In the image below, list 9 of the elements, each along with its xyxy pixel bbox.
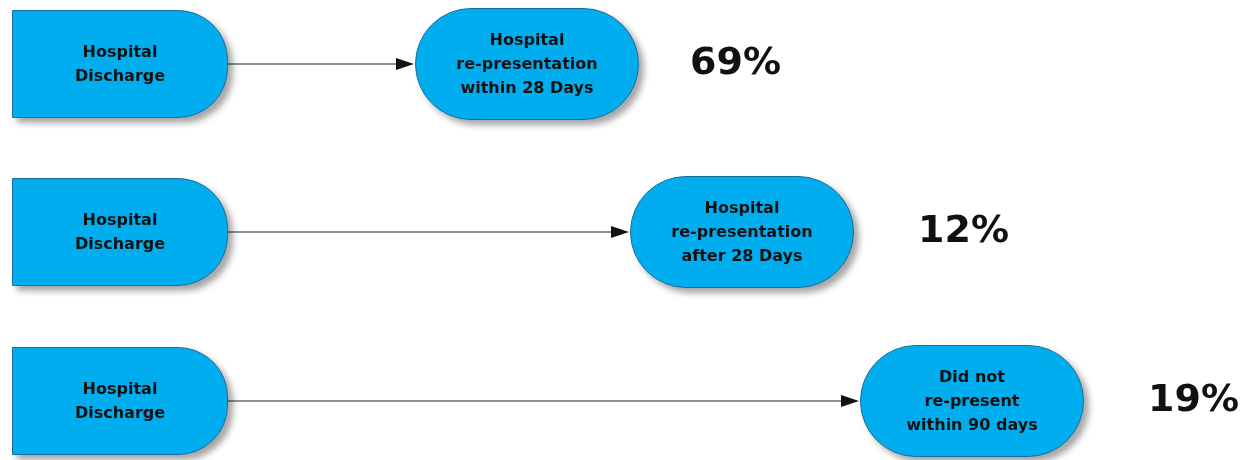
text: Hospital Discharge (12, 347, 228, 455)
text: Hospital Discharge (12, 10, 228, 118)
text: Hospital Discharge (12, 178, 228, 286)
data-label: 12% (918, 206, 1009, 251)
category-label: Hospital re-presentation after 28 Days (671, 198, 813, 265)
data-label: 69% (690, 38, 781, 83)
data-label: 19% (1148, 375, 1239, 420)
category-label: Hospital re-presentation within 28 Days (456, 30, 598, 97)
category-label: Did not re-present within 90 days (906, 367, 1038, 434)
